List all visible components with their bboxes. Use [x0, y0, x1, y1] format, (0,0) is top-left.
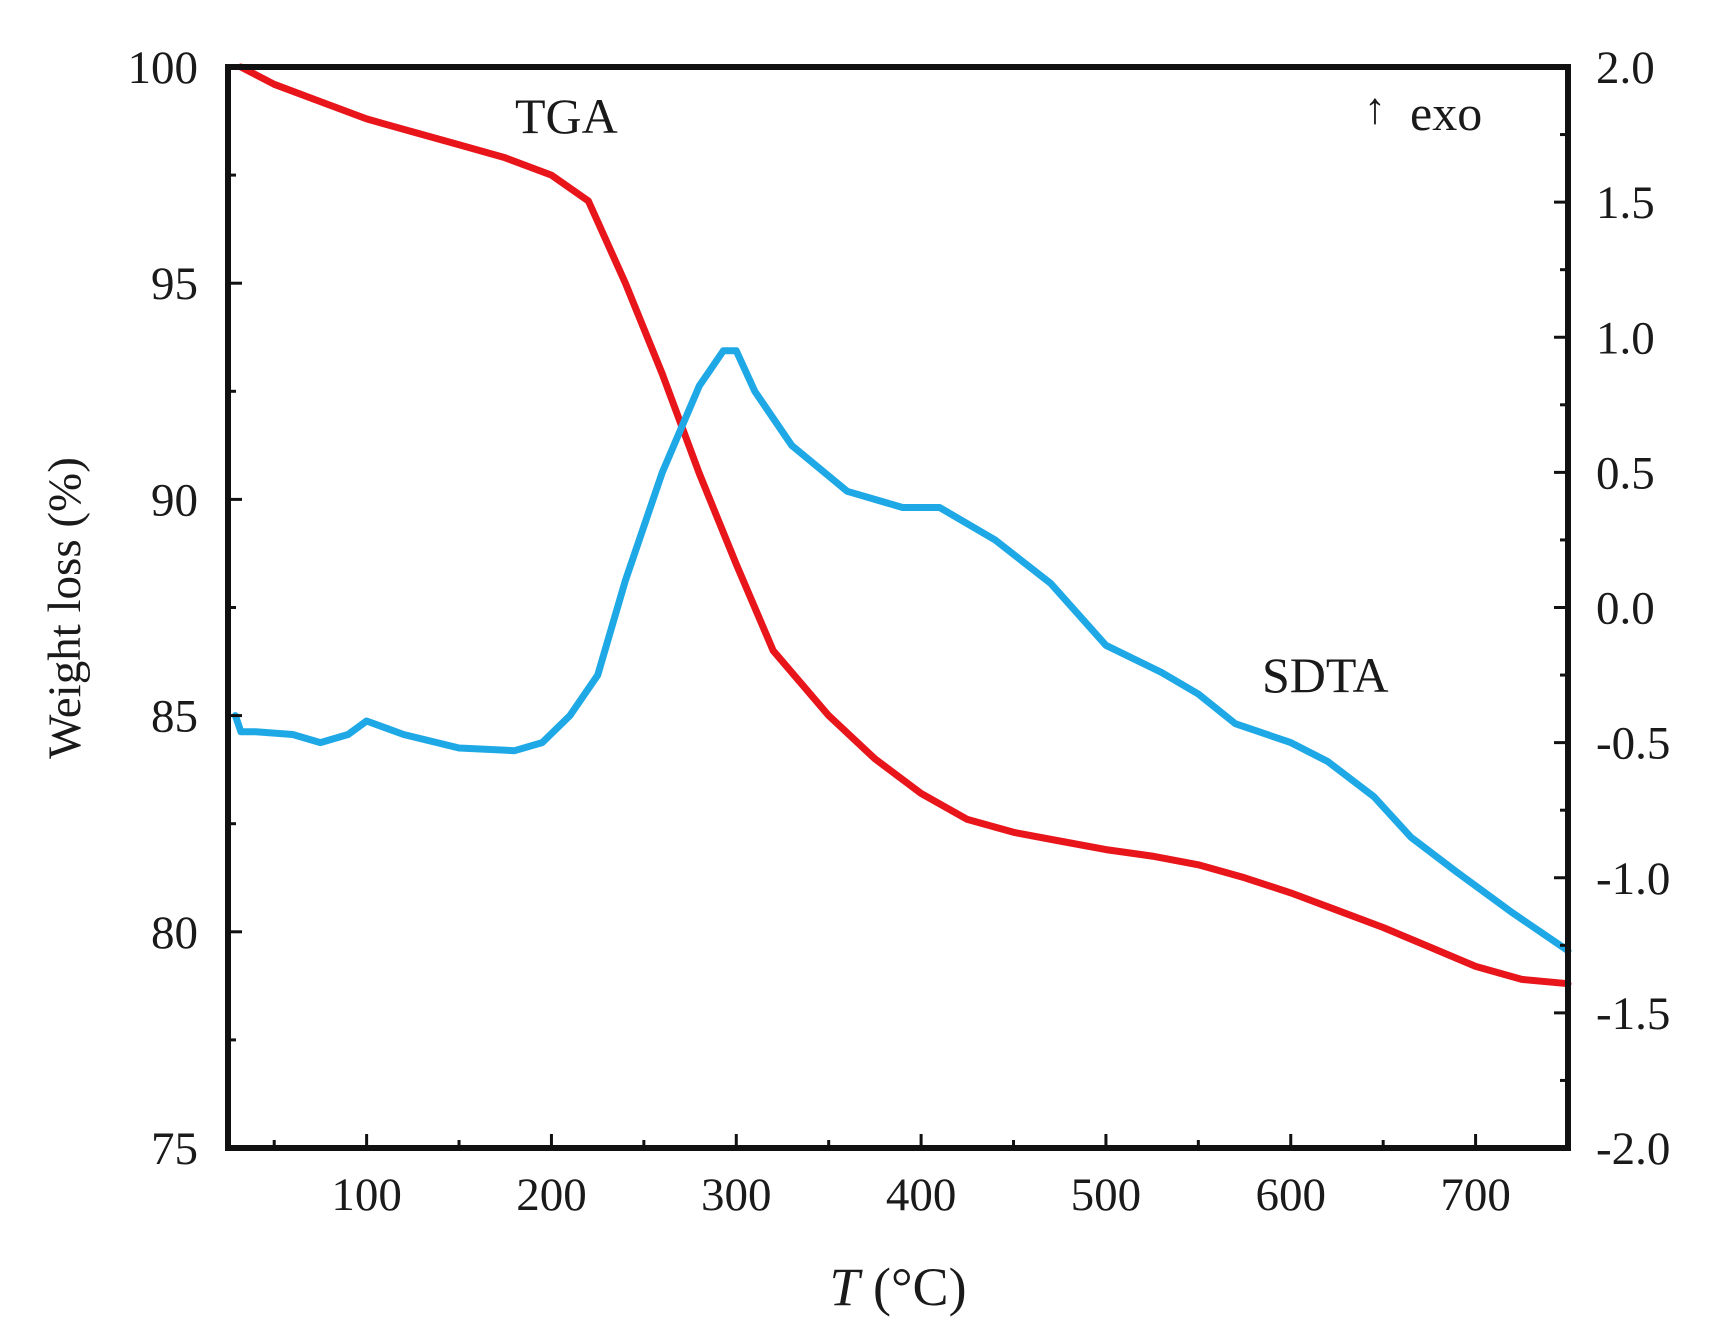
y-tick-label: 100 [128, 42, 199, 94]
y-axis-title: Weight loss (%) [39, 457, 91, 759]
series-line-tga [237, 63, 1572, 988]
exo-arrow-icon: ↑ [1364, 84, 1386, 133]
x-axis-unit: (°C) [859, 1257, 966, 1317]
tga-label: TGA [515, 88, 618, 144]
y2-tick-label: -1.0 [1596, 853, 1670, 905]
x-tick-label: 400 [886, 1169, 957, 1221]
y2-tick-label: -2.0 [1596, 1123, 1670, 1175]
y2-tick-label: 0.0 [1596, 583, 1655, 635]
y2-tick-label: 0.5 [1596, 447, 1655, 499]
y-tick-label: 75 [151, 1123, 198, 1175]
y2-tick-label: 1.0 [1596, 312, 1655, 364]
x-tick-label: 500 [1071, 1169, 1142, 1221]
x-tick-label: 700 [1440, 1169, 1511, 1221]
y-tick-label: 90 [151, 474, 198, 526]
y2-tick-label: -1.5 [1596, 988, 1670, 1040]
sdta-label: SDTA [1262, 647, 1389, 703]
y-tick-label: 95 [151, 258, 198, 310]
chart-marks [231, 63, 1572, 988]
x-tick-label: 300 [701, 1169, 772, 1221]
x-tick-label: 100 [331, 1169, 402, 1221]
y-tick-label: 80 [151, 907, 198, 959]
exo-label: exo [1410, 85, 1482, 141]
series-line-sdta [231, 347, 1572, 955]
y2-tick-label: 2.0 [1596, 42, 1655, 94]
y2-tick-label: 1.5 [1596, 177, 1655, 229]
axis-ticks [228, 65, 1570, 1150]
y2-tick-label: -0.5 [1596, 718, 1670, 770]
x-axis-variable: T [829, 1257, 863, 1317]
tick-labels: 100 200 300 400 500 600 700 75 80 85 90 95 100 2.0 1.5… [128, 42, 1671, 1221]
x-axis-title: T (°C) [829, 1257, 966, 1317]
y-tick-label: 85 [151, 691, 198, 743]
plot-frame [225, 64, 1571, 1151]
x-tick-label: 600 [1256, 1169, 1327, 1221]
x-tick-label: 200 [516, 1169, 587, 1221]
